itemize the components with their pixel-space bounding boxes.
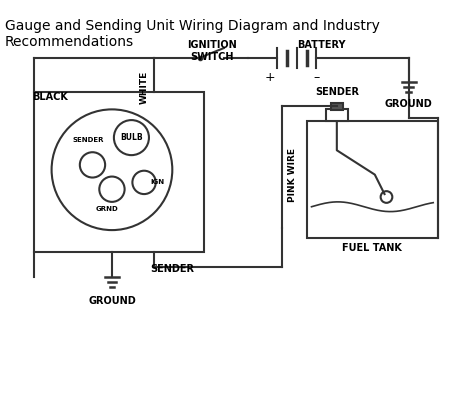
Text: IGN: IGN [150,179,164,186]
Text: SENDER: SENDER [151,264,195,274]
Bar [307,121,438,238]
Text: BLACK: BLACK [32,92,68,102]
Text: IGNITION
SWITCH: IGNITION SWITCH [187,40,237,62]
Bar [34,92,204,253]
Circle shape [132,171,156,194]
Text: +: + [264,71,275,84]
Text: GROUND: GROUND [385,98,433,109]
Circle shape [52,110,173,230]
Text: WHITE: WHITE [139,71,148,104]
Circle shape [80,152,105,178]
Circle shape [99,177,125,202]
Text: GRND: GRND [96,206,118,212]
Text: Gauge and Sending Unit Wiring Diagram and Industry
Recommendations: Gauge and Sending Unit Wiring Diagram an… [5,19,380,49]
Circle shape [381,191,392,203]
Text: SENDER: SENDER [315,87,359,97]
Text: –: – [313,71,319,84]
Circle shape [114,120,149,155]
Text: BATTERY: BATTERY [297,40,346,50]
Text: PINK WIRE: PINK WIRE [288,148,297,202]
Text: FUEL TANK: FUEL TANK [342,243,402,253]
Bar [326,110,347,121]
Bar [331,102,343,110]
Text: SENDER: SENDER [73,138,104,143]
Text: BULB: BULB [120,133,143,142]
Text: GROUND: GROUND [88,296,136,306]
